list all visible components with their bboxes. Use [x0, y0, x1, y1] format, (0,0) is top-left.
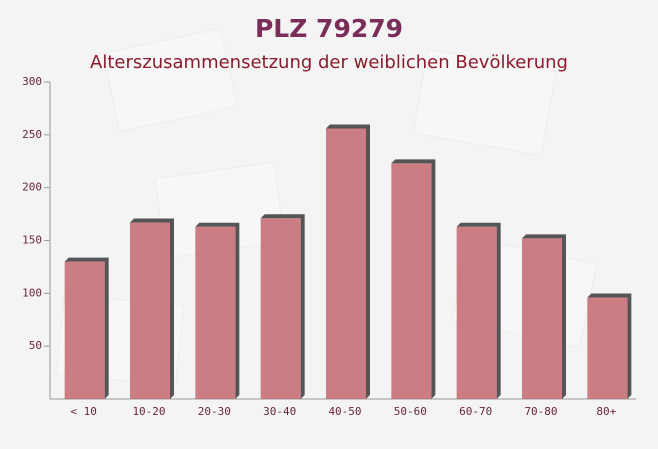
y-tick-label: 200 — [22, 181, 42, 194]
bar — [522, 238, 562, 399]
bar — [260, 218, 301, 399]
y-tick-label: 150 — [22, 234, 42, 247]
bar — [326, 128, 366, 399]
bar — [456, 226, 497, 399]
chart-subtitle: Alterszusammensetzung der weiblichen Bev… — [90, 52, 568, 73]
y-tick-label: 100 — [22, 286, 42, 299]
x-tick-label: < 10 — [70, 405, 97, 418]
x-tick-label: 20-30 — [198, 405, 231, 418]
x-tick-label: 50-60 — [394, 405, 427, 418]
x-tick-label: 30-40 — [263, 405, 296, 418]
y-tick-label: 50 — [29, 339, 42, 352]
x-tick-label: 80+ — [596, 405, 616, 418]
y-tick-label: 250 — [22, 128, 42, 141]
chart-title: PLZ 79279 — [255, 14, 403, 43]
x-tick-label: 60-70 — [459, 405, 492, 418]
bar — [130, 222, 170, 399]
y-tick-label: 300 — [22, 75, 42, 88]
bar — [64, 261, 105, 399]
x-tick-label: 70-80 — [524, 405, 557, 418]
x-tick-label: 10-20 — [132, 405, 165, 418]
x-tick-label: 40-50 — [328, 405, 361, 418]
bar — [391, 163, 432, 399]
bar — [195, 226, 236, 399]
bar — [587, 297, 628, 399]
